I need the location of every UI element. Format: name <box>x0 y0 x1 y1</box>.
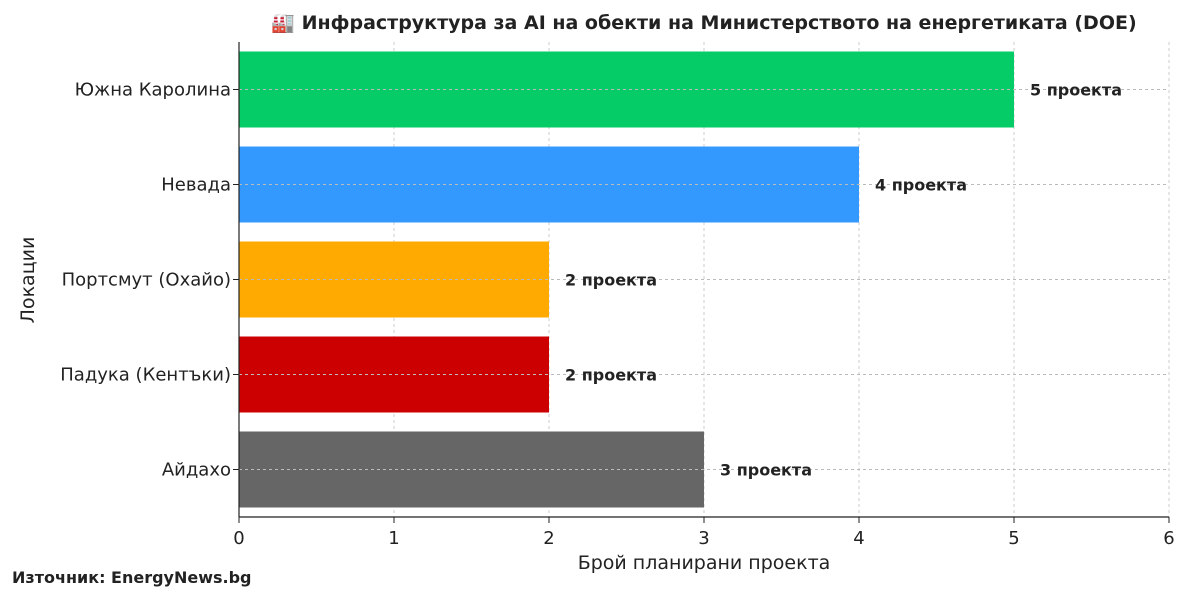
data-label: 4 проекта <box>875 176 967 195</box>
bars <box>239 51 1169 508</box>
y-axis-label: Локации <box>17 237 39 324</box>
category-label: Южна Каролина <box>75 80 231 101</box>
category-label: Падука (Кентъки) <box>60 365 231 386</box>
x-tick-label: 2 <box>543 528 554 549</box>
category-label: Невада <box>161 175 231 196</box>
x-tick-label: 1 <box>388 528 399 549</box>
category-label: Айдахо <box>162 460 231 481</box>
x-axis-label: Брой планирани проекта <box>578 552 831 574</box>
labels: 0 1 2 3 4 5 6 Южна Каролина 5 проекта Невада 4 про… <box>60 80 1174 550</box>
data-label: 5 проекта <box>1030 81 1122 100</box>
x-tick-label: 4 <box>853 528 864 549</box>
x-tick-label: 0 <box>233 528 244 549</box>
bar <box>239 241 549 318</box>
data-label: 3 проекта <box>720 461 812 480</box>
chart-title: 🏭 Инфраструктура за AI на обекти на Мини… <box>271 12 1136 34</box>
x-tick-label: 5 <box>1008 528 1019 549</box>
source-note: Източник: EnergyNews.bg <box>12 568 252 587</box>
category-label: Портсмут (Охайо) <box>62 270 231 291</box>
bar <box>239 336 549 413</box>
x-tick-label: 6 <box>1163 528 1174 549</box>
data-label: 2 проекта <box>565 271 657 290</box>
bar <box>239 51 1014 128</box>
x-tick-label: 3 <box>698 528 709 549</box>
bar <box>239 431 704 508</box>
data-label: 2 проекта <box>565 366 657 385</box>
axes <box>233 42 1170 523</box>
